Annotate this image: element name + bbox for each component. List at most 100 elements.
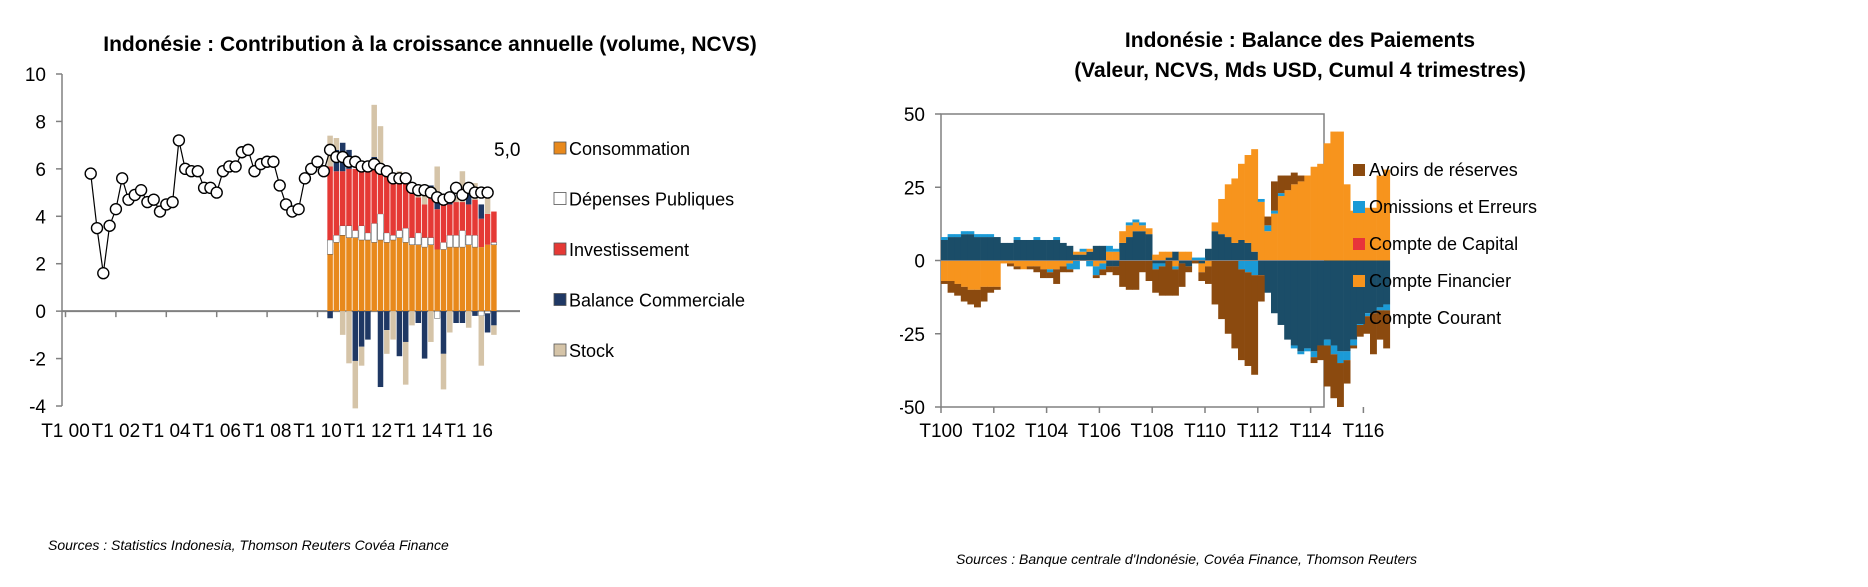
area-step [1251, 149, 1259, 252]
area-step [1198, 272, 1206, 282]
area-step [1092, 266, 1100, 276]
area-step [993, 286, 1001, 290]
legend-swatch [1353, 164, 1365, 176]
bar-segment [453, 202, 459, 236]
area-step [1271, 213, 1278, 261]
bar-segment [377, 164, 384, 214]
y-tick-label: -2 [29, 350, 46, 371]
area-step [1290, 184, 1298, 261]
area-step [1053, 269, 1061, 284]
area-step [1271, 181, 1278, 211]
area-step [1337, 131, 1344, 261]
area-step [1231, 178, 1239, 243]
bar-segment [484, 313, 491, 333]
gdp-point [481, 186, 494, 199]
gdp-point [273, 179, 286, 192]
chart-title: Indonésie : Contribution à la croissance… [103, 33, 757, 56]
area-step [1099, 269, 1107, 276]
bar-segment [327, 311, 333, 319]
area-step [1244, 155, 1252, 243]
area-step [1112, 260, 1120, 267]
x-tick-label: T114 [1290, 421, 1332, 442]
area-step [1370, 207, 1377, 261]
area-step [947, 237, 955, 261]
area-step [1112, 248, 1120, 252]
area-step [1224, 237, 1232, 261]
area-step [1139, 222, 1146, 226]
area-step [941, 239, 948, 261]
legend-swatch [1353, 238, 1365, 250]
area-step [960, 234, 968, 261]
area-step [1218, 198, 1226, 235]
area-step [1304, 260, 1311, 349]
bar-segment [352, 237, 359, 312]
bar-segment [484, 213, 491, 245]
area-step [1317, 260, 1325, 346]
bar-segment [440, 249, 447, 312]
area-step [1152, 254, 1160, 261]
area-step [947, 260, 955, 282]
bar-segment [472, 247, 478, 312]
bar-segment [415, 244, 422, 312]
area-step [1304, 348, 1311, 352]
area-step [1073, 254, 1080, 261]
area-step [967, 231, 975, 235]
bar-segment [327, 239, 334, 255]
bar-segment [409, 237, 415, 245]
chart-subtitle: (Valeur, NCVS, Mds USD, Cumul 4 trimestr… [1074, 59, 1526, 82]
gdp-point [115, 172, 129, 185]
y-tick-label: 8 [35, 112, 46, 133]
bar-segment [352, 230, 359, 238]
area-step [1224, 260, 1232, 334]
bar-segment [440, 204, 447, 243]
area-step [1139, 231, 1146, 261]
area-step [1059, 266, 1067, 273]
area-step [1330, 345, 1338, 355]
bar-segment [390, 183, 396, 236]
bar-segment [484, 190, 491, 214]
bar-segment [459, 202, 466, 231]
bar-segment [440, 353, 447, 390]
bar-segment [358, 225, 365, 241]
area-step [1356, 207, 1364, 261]
area-step [987, 286, 995, 293]
area-step [1383, 304, 1391, 311]
area-step [1165, 251, 1173, 258]
area-step [1330, 131, 1338, 261]
area-step [1013, 237, 1021, 240]
bar-segment [421, 237, 428, 248]
bar-segment [472, 235, 478, 248]
bar-segment [459, 311, 466, 323]
gdp-point [399, 172, 412, 185]
legend-label: Balance Commerciale [569, 291, 745, 311]
area-step [1040, 239, 1047, 261]
area-step [1172, 266, 1179, 270]
bar-segment [396, 311, 403, 357]
area-step [1086, 251, 1094, 261]
area-step [1264, 216, 1272, 226]
area-step [1211, 222, 1219, 232]
area-step [1290, 172, 1298, 185]
bar-segment [490, 242, 497, 245]
bar-segment [364, 232, 371, 241]
area-step [1040, 260, 1047, 270]
bar-segment [358, 311, 365, 347]
bar-segment [333, 138, 340, 150]
bar-segment [465, 204, 472, 236]
area-step [987, 237, 995, 261]
area-step [1119, 231, 1127, 243]
bar-segment [358, 164, 365, 226]
x-tick-label: T1 16 [444, 421, 493, 442]
area-step [1046, 239, 1054, 261]
area-step [1026, 260, 1034, 267]
x-tick-label: T1 10 [293, 421, 342, 442]
area-step [1350, 339, 1358, 346]
area-step [1158, 263, 1166, 267]
area-step [1152, 260, 1160, 264]
bar-segment [472, 311, 478, 316]
area-step [941, 281, 948, 284]
area-step [1218, 234, 1226, 261]
x-tick-label: T108 [1131, 421, 1174, 442]
area-step [1079, 254, 1087, 261]
